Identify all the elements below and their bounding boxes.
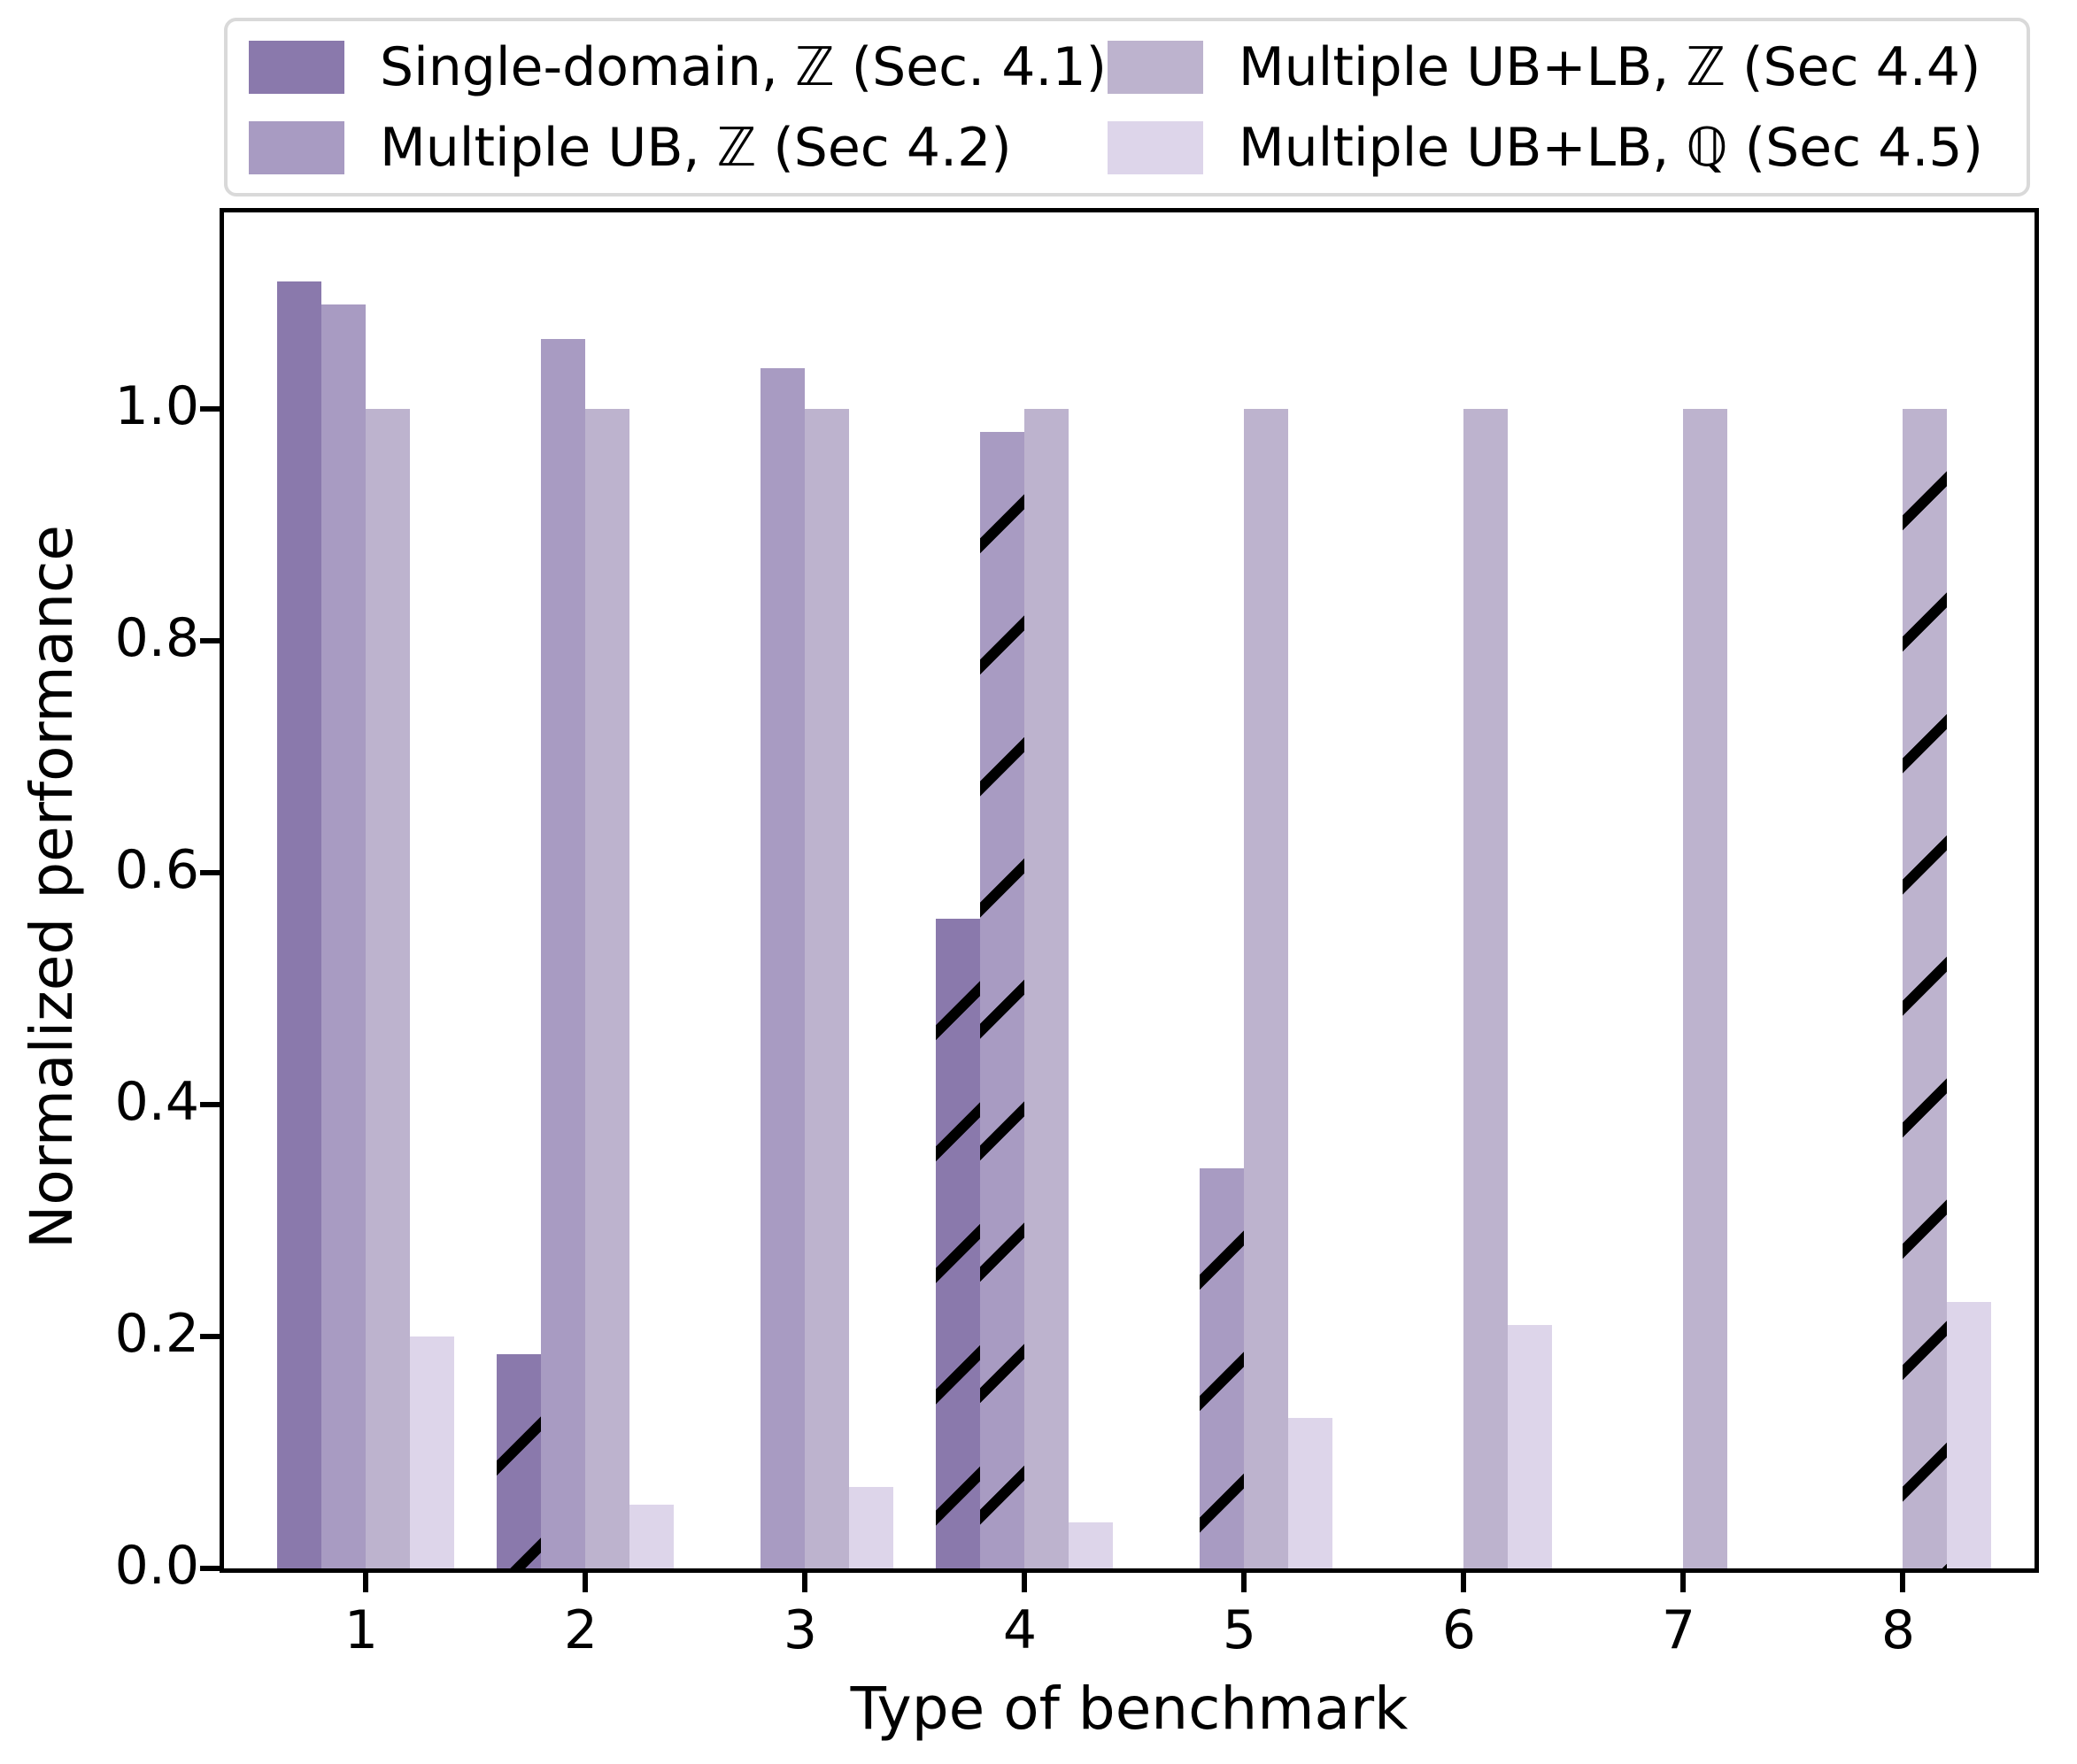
legend-swatch-multiple-ub-lb-z [1107,40,1203,94]
x-tick-mark [1022,1573,1027,1592]
bar-benchmark5-series2 [1200,1168,1244,1568]
legend-item: Multiple UB, ℤ (Sec 4.2) [249,116,1108,179]
x-axis-label: Type of benchmark [850,1675,1409,1743]
bar-benchmark3-series4 [849,1487,893,1568]
bar-benchmark3-series2 [761,368,805,1568]
bar-benchmark2-series1 [497,1354,541,1568]
legend-item: Multiple UB+LB, ℚ (Sec 4.5) [1107,116,2018,179]
bar-benchmark8-series4 [1947,1302,1991,1568]
legend-label: Single-domain, ℤ (Sec. 4.1) [380,35,1108,98]
legend-item: Multiple UB+LB, ℤ (Sec 4.4) [1107,35,2018,98]
bar-benchmark5-series3 [1244,409,1288,1568]
x-tick-label: 6 [1441,1599,1477,1661]
bar-benchmark2-series3 [585,409,629,1568]
y-tick-label: 0.4 [114,1071,199,1133]
y-tick-label: 0.2 [114,1303,199,1365]
legend: Single-domain, ℤ (Sec. 4.1) Multiple UB,… [224,18,2030,196]
bar-benchmark1-series4 [410,1336,454,1568]
x-tick-mark [583,1573,588,1592]
bar-benchmark5-series4 [1288,1418,1332,1568]
y-tick-mark [200,1566,220,1571]
x-tick-mark [1680,1573,1686,1592]
y-tick-label: 0.0 [114,1535,199,1597]
bar-benchmark1-series3 [366,409,410,1568]
bar-benchmark2-series4 [629,1505,674,1568]
plot-area [200,208,2039,1592]
legend-label: Multiple UB+LB, ℚ (Sec 4.5) [1238,116,1983,179]
x-tick-label: 7 [1661,1599,1696,1661]
y-tick-label: 0.6 [114,839,199,901]
x-tick-mark [1900,1573,1905,1592]
x-tick-mark [363,1573,368,1592]
bar-benchmark1-series1 [277,281,321,1568]
legend-label: Multiple UB+LB, ℤ (Sec 4.4) [1238,35,1981,98]
x-tick-label: 3 [783,1599,818,1661]
x-tick-label: 4 [1002,1599,1038,1661]
bar-benchmark3-series3 [805,409,849,1568]
bar-benchmark4-series3 [1024,409,1069,1568]
bar-benchmark4-series2 [980,432,1024,1568]
x-tick-label: 1 [344,1599,379,1661]
x-tick-mark [1241,1573,1247,1592]
bar-benchmark7-series3 [1683,409,1727,1568]
x-tick-mark [802,1573,807,1592]
y-tick-mark [200,1102,220,1107]
legend-label: Multiple UB, ℤ (Sec 4.2) [380,116,1012,179]
bar-benchmark2-series2 [541,339,585,1568]
bar-benchmark6-series3 [1463,409,1508,1568]
legend-swatch-multiple-ub [249,120,344,174]
y-tick-mark [200,870,220,875]
y-tick-mark [200,638,220,643]
x-tick-mark [1461,1573,1466,1592]
y-tick-label: 0.8 [114,607,199,669]
legend-item: Single-domain, ℤ (Sec. 4.1) [249,35,1108,98]
y-tick-mark [200,406,220,412]
x-tick-label: 2 [563,1599,598,1661]
legend-swatch-single-domain [249,40,344,94]
x-tick-label: 5 [1222,1599,1257,1661]
bar-benchmark1-series2 [321,304,366,1568]
y-tick-mark [200,1334,220,1339]
legend-swatch-multiple-ub-lb-q [1107,120,1203,174]
bar-benchmark4-series4 [1069,1522,1113,1568]
bar-benchmark6-series4 [1508,1325,1552,1568]
x-tick-label: 8 [1880,1599,1916,1661]
bar-benchmark8-series3 [1903,409,1947,1568]
bar-benchmark4-series1 [936,919,980,1568]
y-tick-label: 1.0 [114,375,199,437]
